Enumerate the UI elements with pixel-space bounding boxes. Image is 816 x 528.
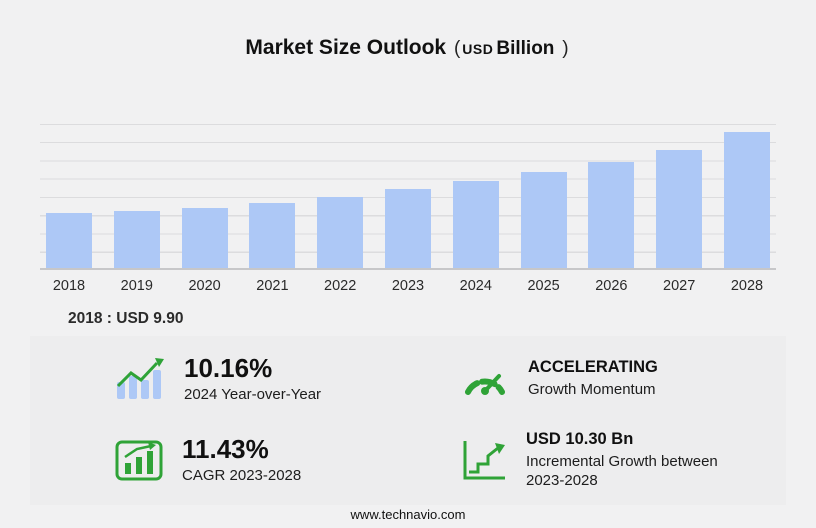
stat-cagr: 11.43% CAGR 2023-2028 [90,430,426,490]
bar-column [452,124,499,268]
bar-column [113,124,160,268]
chart-window-icon [114,437,164,483]
currency-label: USD [462,41,494,57]
bar-column [723,124,770,268]
bar-column [46,124,92,268]
yoy-label: 2024 Year-over-Year [184,385,322,403]
x-tick-label: 2028 [730,278,764,294]
momentum-label: Growth Momentum [528,381,656,399]
bar-2019 [113,210,160,268]
base-year-annotation: 2018 : USD 9.90 [68,310,184,327]
bar-2018 [46,213,92,268]
line-growth-icon [460,437,508,483]
momentum-value: ACCELERATING [528,358,658,377]
bar-column [656,124,703,268]
paren-open: ( [453,38,461,59]
bar-column [181,124,228,268]
bar-2021 [249,202,296,268]
bar-plot [40,124,776,268]
stat-yoy: 10.16% 2024 Year-over-Year [90,354,426,404]
yoy-value: 10.16% [184,353,273,383]
x-tick-label: 2020 [188,278,221,294]
x-tick-label: 2019 [120,278,153,294]
incremental-value: USD 10.30 Bn [526,430,634,449]
stats-panel: 10.16% 2024 Year-over-Year ACCELERATING … [30,336,786,505]
paren-close: ) [562,38,569,59]
unit-label: Billion [496,38,555,59]
website-url[interactable]: www.technavio.com [350,507,466,522]
bar-chart: 2018 2019 2020 2021 2022 2023 2024 2025 2026 2027… [40,124,776,294]
speedometer-icon [460,358,510,400]
bar-2023 [384,189,431,268]
cagr-label: CAGR 2023-2028 [182,466,302,484]
bar-2025 [520,172,567,268]
bar-2022 [317,196,364,268]
x-tick-label: 2023 [391,278,425,294]
x-tick-label: 2018 [52,278,86,294]
chart-title-main: Market Size Outlook [245,36,447,59]
x-tick-label: 2021 [256,278,289,294]
x-tick-label: 2022 [324,278,357,294]
stat-momentum: ACCELERATING Growth Momentum [436,354,756,404]
bar-2027 [656,150,703,268]
bar-column [317,124,364,268]
bar-2024 [452,181,499,268]
x-tick-label: 2027 [663,278,696,294]
bar-2026 [588,162,635,268]
bar-column [249,124,296,268]
x-tick-label: 2024 [459,278,492,294]
bar-column [520,124,567,268]
cagr-value: 11.43% [182,434,269,465]
bar-2020 [181,207,228,268]
incremental-label: Incremental Growth between 2023-2028 [526,453,718,489]
bar-growth-icon [114,355,166,403]
plot-area [40,124,776,270]
bar-2028 [723,132,770,268]
x-tick-label: 2025 [527,278,560,294]
x-axis-labels: 2018 2019 2020 2021 2022 2023 2024 2025 2026 2027… [40,278,776,294]
bar-column [384,124,431,268]
bar-column [588,124,635,268]
chart-title: Market Size Outlook (USD Billion ) [0,0,816,60]
stat-incremental: USD 10.30 Bn Incremental Growth between … [436,430,756,490]
x-tick-label: 2026 [595,278,628,294]
